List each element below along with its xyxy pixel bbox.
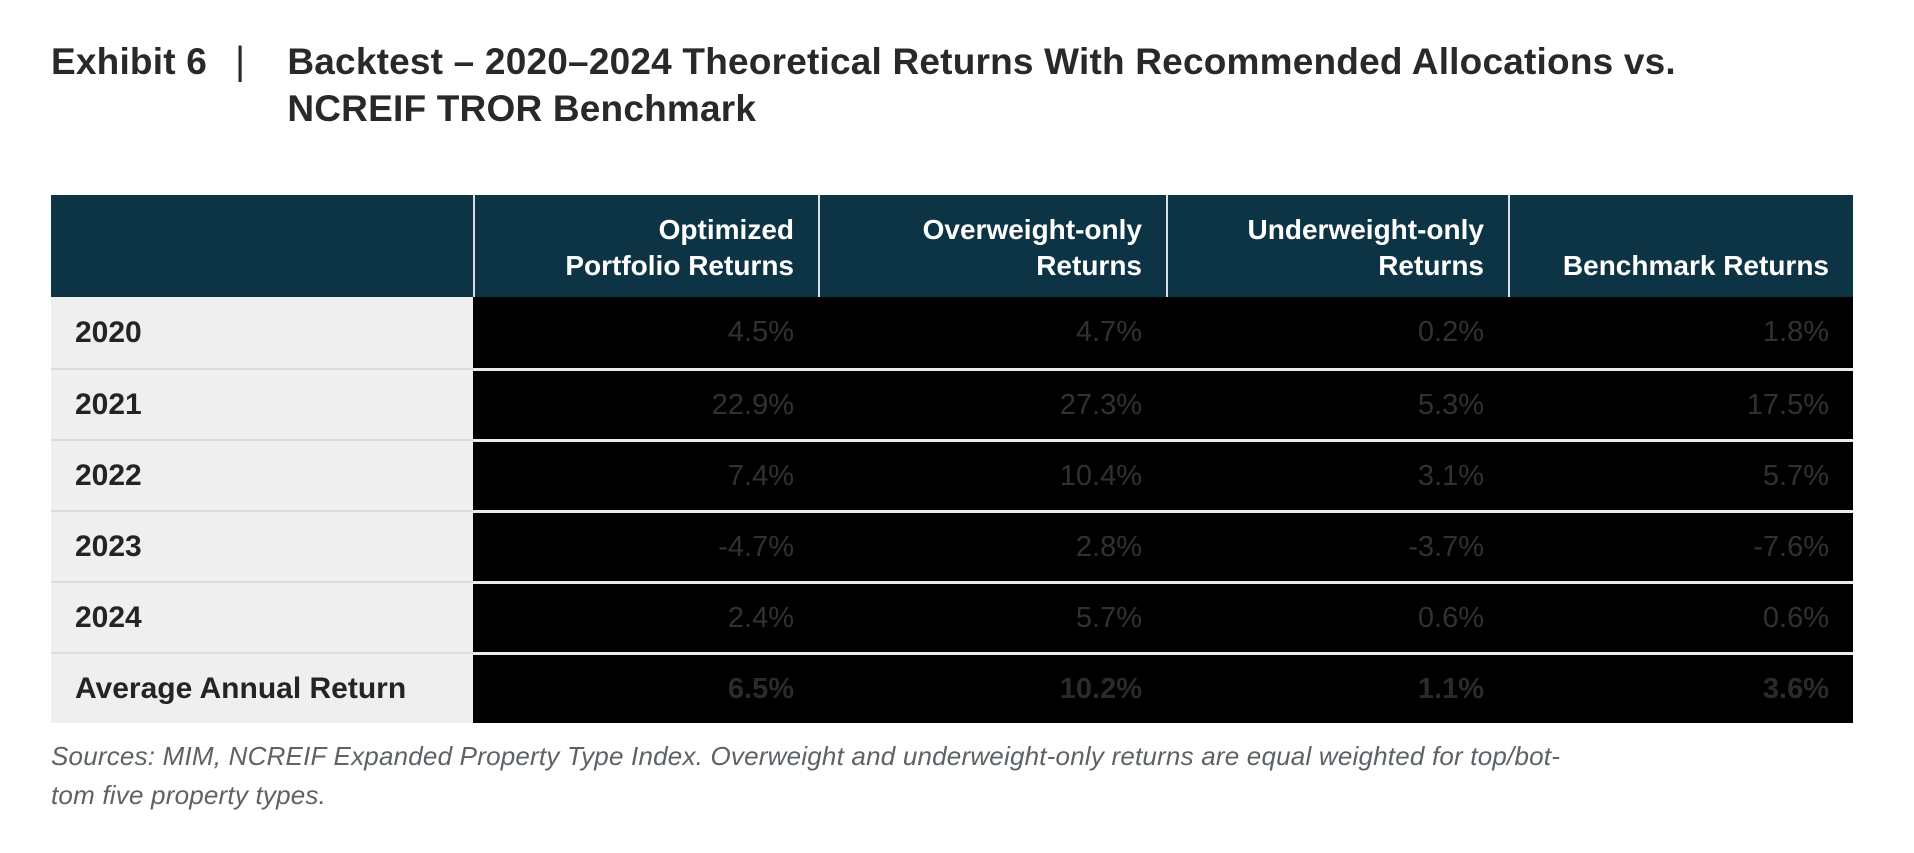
cell-optimized: 6.5% (473, 652, 818, 723)
cell-benchmark: -7.6% (1508, 510, 1853, 581)
exhibit-title-block: Exhibit 6 | Backtest – 2020–2024 Theoret… (51, 38, 1914, 132)
row-label: 2023 (51, 510, 473, 581)
row-label: 2022 (51, 439, 473, 510)
table-row-2021: 2021 22.9% 27.3% 5.3% 17.5% (51, 368, 1853, 439)
header-cell-optimized: Optimized Portfolio Returns (473, 195, 818, 297)
table-body: 2020 4.5% 4.7% 0.2% 1.8% 2021 22.9% 27.3… (51, 297, 1853, 723)
returns-table: Optimized Portfolio Returns Overweight-o… (51, 195, 1853, 723)
header-underweight-line-2: Returns (1378, 250, 1484, 281)
source-note-line-2: tom five property types. (51, 780, 327, 810)
cell-optimized: -4.7% (473, 510, 818, 581)
cell-underweight: 0.6% (1166, 581, 1508, 652)
cell-overweight: 10.4% (818, 439, 1166, 510)
cell-underweight: 3.1% (1166, 439, 1508, 510)
table-row-average-annual-return: Average Annual Return 6.5% 10.2% 1.1% 3.… (51, 652, 1853, 723)
header-overweight-line-2: Returns (1036, 250, 1142, 281)
cell-benchmark: 1.8% (1508, 297, 1853, 368)
cell-optimized: 2.4% (473, 581, 818, 652)
cell-overweight: 10.2% (818, 652, 1166, 723)
cell-benchmark: 5.7% (1508, 439, 1853, 510)
exhibit-number-label: Exhibit 6 (51, 41, 207, 82)
cell-overweight: 4.7% (818, 297, 1166, 368)
cell-underweight: 1.1% (1166, 652, 1508, 723)
table-row-2022: 2022 7.4% 10.4% 3.1% 5.7% (51, 439, 1853, 510)
row-label: 2020 (51, 297, 473, 368)
header-cell-overweight: Overweight-only Returns (818, 195, 1166, 297)
cell-optimized: 4.5% (473, 297, 818, 368)
exhibit-title-line-1: Backtest – 2020–2024 Theoretical Returns… (287, 41, 1676, 82)
cell-overweight: 5.7% (818, 581, 1166, 652)
header-benchmark-line-1: Benchmark Returns (1562, 250, 1829, 281)
header-optimized-line-1: Optimized (658, 214, 794, 245)
cell-underweight: 0.2% (1166, 297, 1508, 368)
header-optimized-line-2: Portfolio Returns (565, 250, 794, 281)
header-underweight-line-1: Underweight-only (1247, 214, 1484, 245)
row-label: 2024 (51, 581, 473, 652)
table-row-2023: 2023 -4.7% 2.8% -3.7% -7.6% (51, 510, 1853, 581)
header-cell-blank (51, 195, 473, 297)
title-pipe-separator: | (235, 40, 246, 83)
header-cell-underweight: Underweight-only Returns (1166, 195, 1508, 297)
cell-optimized: 22.9% (473, 368, 818, 439)
header-cell-benchmark: Benchmark Returns (1508, 195, 1853, 297)
cell-underweight: 5.3% (1166, 368, 1508, 439)
table-header-row: Optimized Portfolio Returns Overweight-o… (51, 195, 1853, 297)
row-label: Average Annual Return (51, 652, 473, 723)
source-note: Sources: MIM, NCREIF Expanded Property T… (51, 737, 1914, 815)
cell-optimized: 7.4% (473, 439, 818, 510)
cell-benchmark: 3.6% (1508, 652, 1853, 723)
cell-overweight: 2.8% (818, 510, 1166, 581)
row-label: 2021 (51, 368, 473, 439)
exhibit-title-line-2: NCREIF TROR Benchmark (287, 88, 757, 129)
header-overweight-line-1: Overweight-only (922, 214, 1142, 245)
table-row-2020: 2020 4.5% 4.7% 0.2% 1.8% (51, 297, 1853, 368)
cell-underweight: -3.7% (1166, 510, 1508, 581)
cell-overweight: 27.3% (818, 368, 1166, 439)
table-row-2024: 2024 2.4% 5.7% 0.6% 0.6% (51, 581, 1853, 652)
exhibit-title-lines: Backtest – 2020–2024 Theoretical Returns… (287, 38, 1676, 132)
cell-benchmark: 17.5% (1508, 368, 1853, 439)
cell-benchmark: 0.6% (1508, 581, 1853, 652)
source-note-line-1: Sources: MIM, NCREIF Expanded Property T… (51, 741, 1561, 771)
